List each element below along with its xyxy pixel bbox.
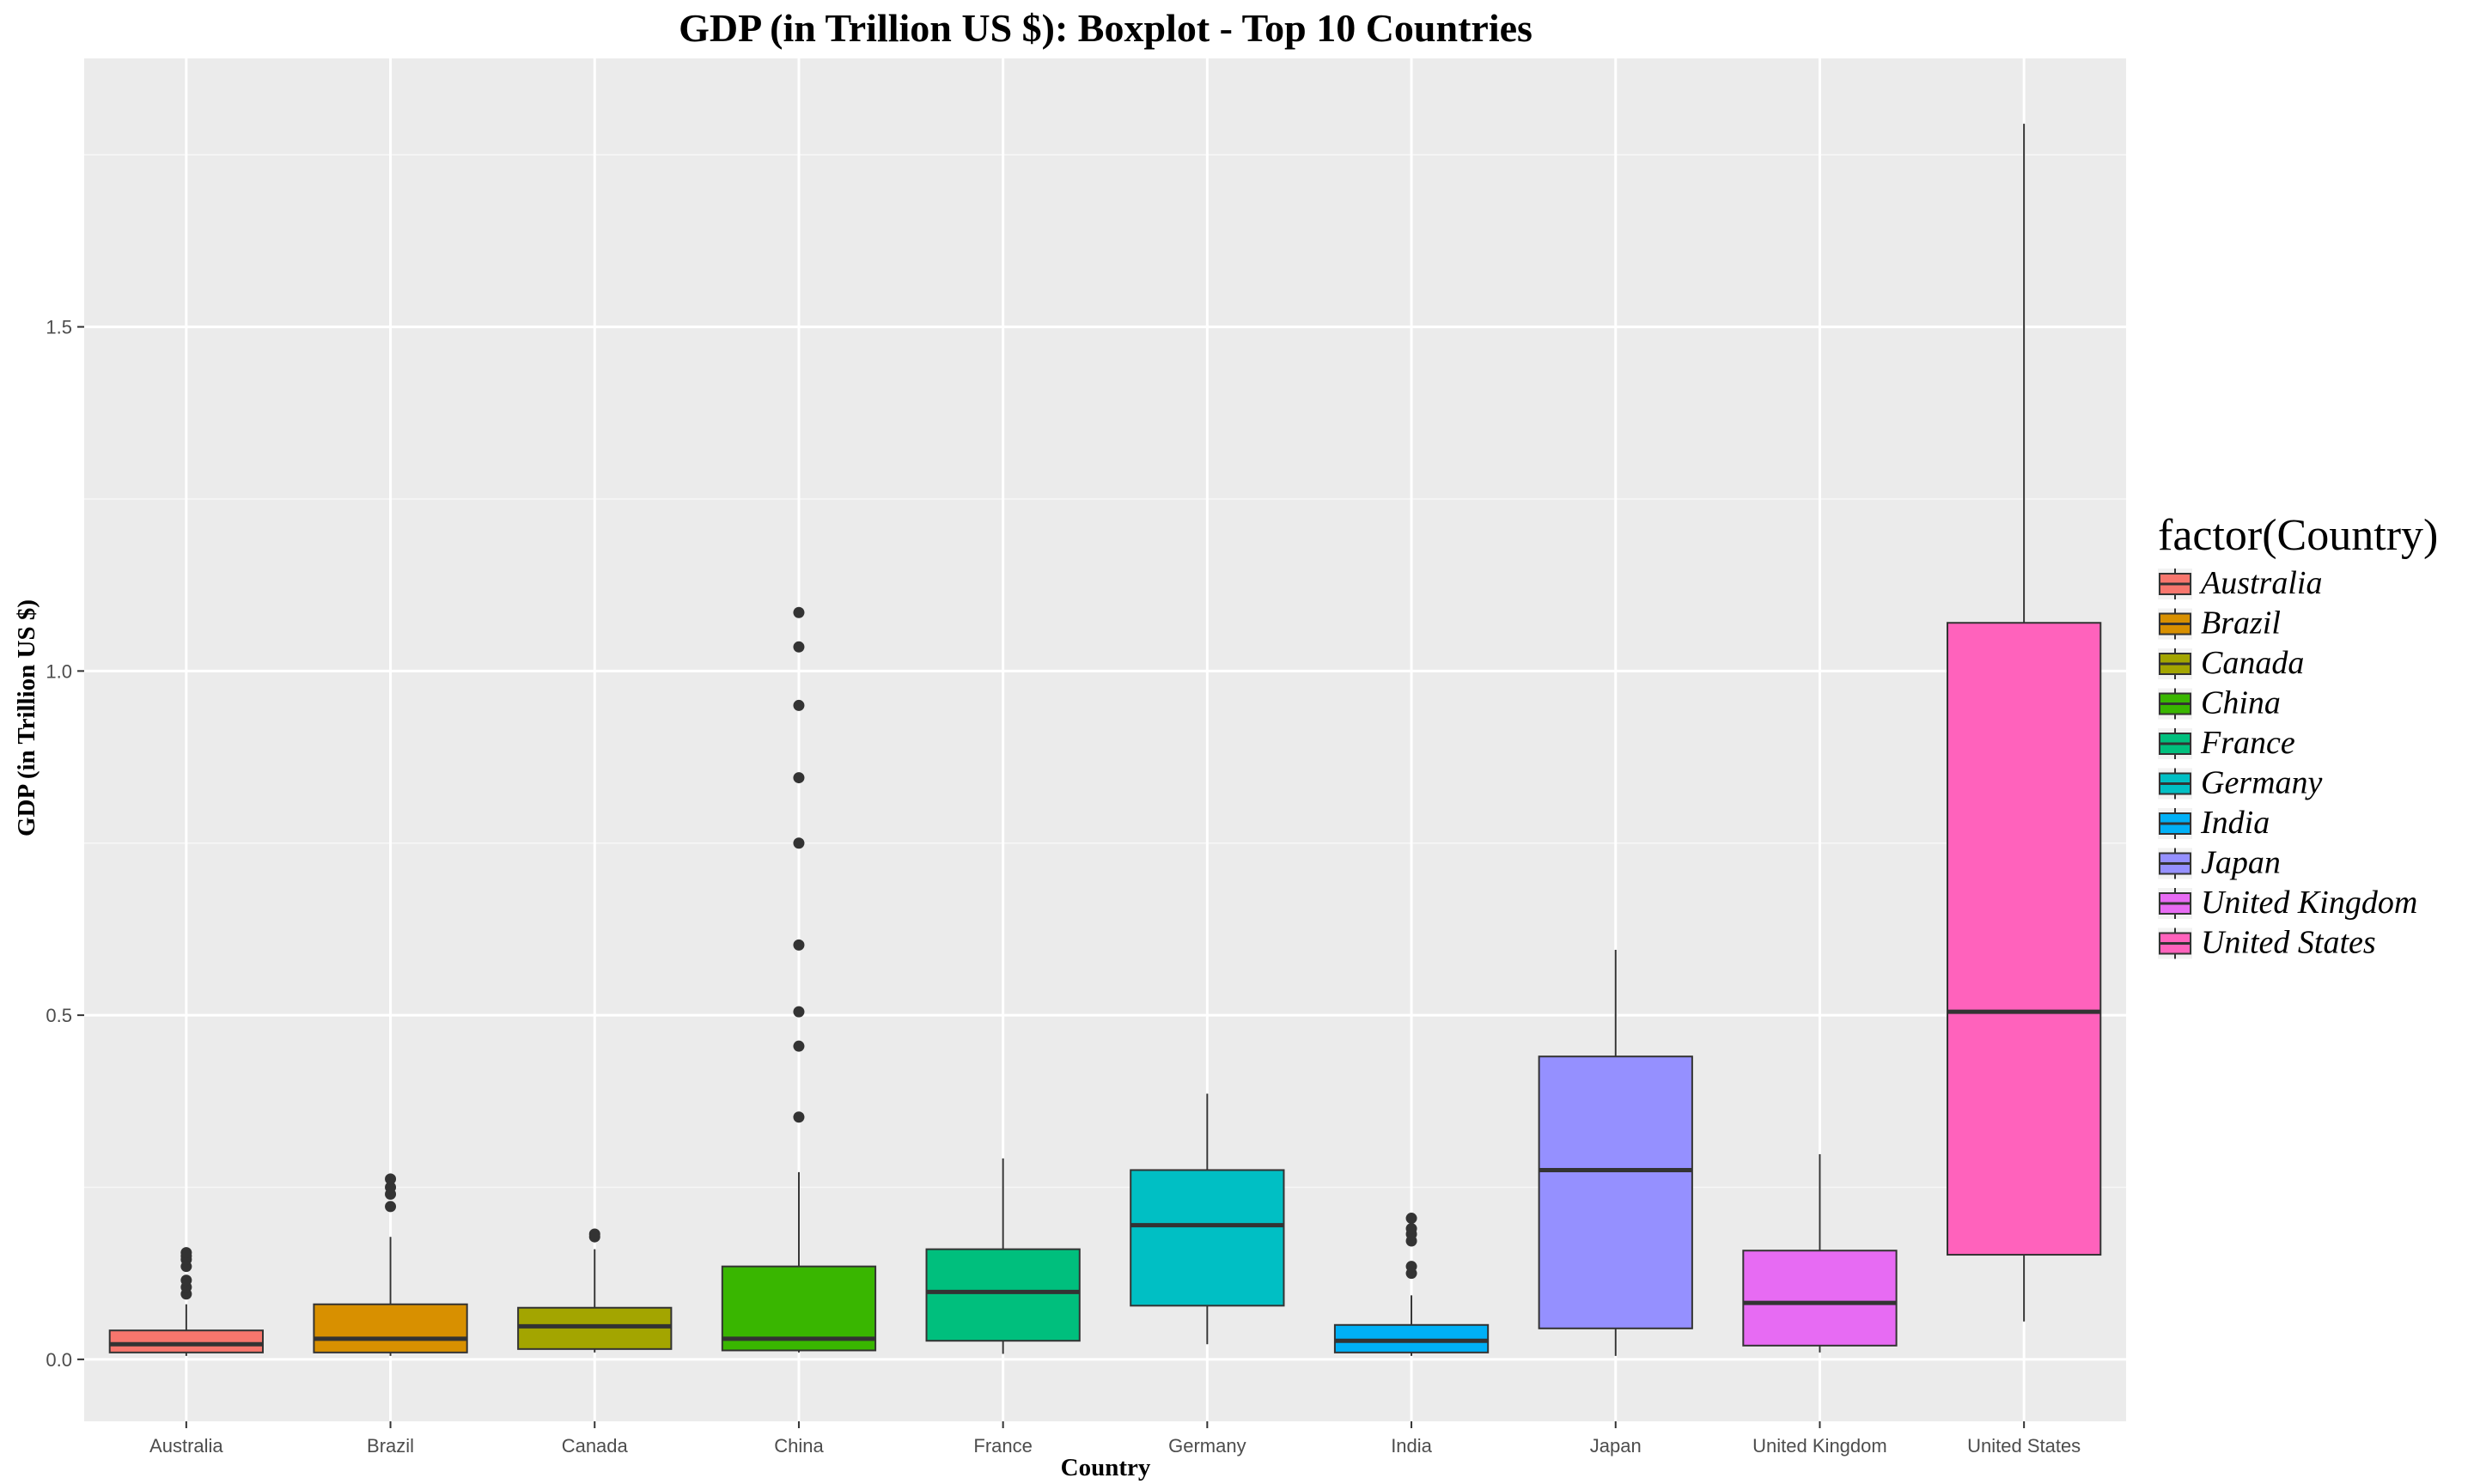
legend-label: China — [2201, 685, 2281, 721]
x-tick-label: United States — [1967, 1435, 2081, 1457]
y-tick-label: 1.0 — [46, 660, 72, 682]
outlier-point — [385, 1173, 397, 1185]
legend-label: Japan — [2201, 845, 2281, 881]
legend-label: Germany — [2201, 765, 2323, 801]
x-tick-label: Germany — [1168, 1435, 1246, 1457]
chart-title: GDP (in Trillion US $): Boxplot - Top 10… — [679, 6, 1533, 50]
y-tick-label: 0.0 — [46, 1349, 72, 1371]
plot-panel — [84, 58, 2126, 1421]
x-tick-label: India — [1391, 1435, 1432, 1457]
legend-item: Japan — [2158, 845, 2281, 881]
box-body — [313, 1303, 468, 1353]
y-axis-title: GDP (in Trillion US $) — [13, 599, 40, 836]
x-axis: Australia Brazil Canada China France Germany I… — [149, 1421, 2081, 1457]
legend-item: Brazil — [2158, 605, 2281, 642]
legend-item: Australia — [2158, 565, 2322, 601]
legend-label: United States — [2201, 925, 2376, 961]
legend-label: Australia — [2198, 565, 2322, 601]
outlier-point — [1405, 1213, 1417, 1225]
box-india — [1333, 1213, 1490, 1356]
x-tick-label: Brazil — [367, 1435, 414, 1457]
box-body — [108, 1329, 264, 1353]
x-tick-label: Canada — [562, 1435, 629, 1457]
legend-label: Canada — [2201, 645, 2304, 681]
outlier-point — [180, 1247, 192, 1259]
box-body — [1538, 1055, 1693, 1329]
legend-title: factor(Country) — [2158, 511, 2438, 560]
outlier-point — [793, 1111, 805, 1123]
y-tick-label: 1.5 — [46, 317, 72, 338]
box-france — [925, 1158, 1081, 1354]
box-united-states — [1947, 124, 2102, 1322]
box-canada — [517, 1228, 673, 1353]
x-tick-label: Australia — [149, 1435, 223, 1457]
legend-item: India — [2158, 805, 2270, 841]
box-australia — [108, 1247, 264, 1356]
box-body — [925, 1248, 1081, 1342]
x-tick-label: France — [973, 1435, 1032, 1457]
box-body — [1130, 1169, 1285, 1307]
y-axis: 0.0 0.5 1.0 1.5 — [46, 317, 84, 1371]
legend-label: Brazil — [2201, 605, 2281, 642]
box-germany — [1130, 1093, 1285, 1345]
legend-label: United Kingdom — [2201, 885, 2417, 921]
outlier-point — [793, 1006, 805, 1018]
legend-label: India — [2200, 805, 2270, 841]
outlier-point — [793, 837, 805, 849]
outlier-point — [1405, 1261, 1417, 1273]
outlier-point — [793, 1040, 805, 1052]
outlier-point — [793, 606, 805, 618]
outlier-point — [588, 1228, 600, 1240]
legend-item: Canada — [2158, 645, 2304, 681]
outlier-point — [1405, 1223, 1417, 1235]
x-tick-label: United Kingdom — [1752, 1435, 1887, 1457]
outlier-point — [385, 1181, 397, 1193]
x-tick-label: Japan — [1590, 1435, 1642, 1457]
box-china — [721, 606, 877, 1353]
outlier-point — [180, 1274, 192, 1286]
legend-item: France — [2158, 725, 2295, 761]
minor-gridlines — [84, 154, 2126, 1189]
outlier-point — [793, 641, 805, 653]
legend-item: Germany — [2158, 765, 2323, 801]
box-brazil — [313, 1173, 468, 1356]
legend-item: United States — [2158, 925, 2376, 961]
y-tick-label: 0.5 — [46, 1005, 72, 1026]
legend-item: China — [2158, 685, 2281, 721]
box-united-kingdom — [1742, 1154, 1898, 1353]
outlier-point — [793, 939, 805, 951]
legend-label: France — [2200, 725, 2295, 761]
box-body — [1947, 622, 2102, 1256]
box-series — [108, 124, 2102, 1356]
x-tick-label: China — [774, 1435, 824, 1457]
outlier-point — [793, 699, 805, 711]
outlier-point — [793, 772, 805, 784]
legend-item: United Kingdom — [2158, 885, 2417, 921]
box-body — [1742, 1250, 1898, 1347]
x-axis-title: Country — [1061, 1454, 1151, 1481]
box-japan — [1538, 949, 1693, 1356]
box-body — [721, 1265, 877, 1352]
outlier-point — [385, 1201, 397, 1213]
